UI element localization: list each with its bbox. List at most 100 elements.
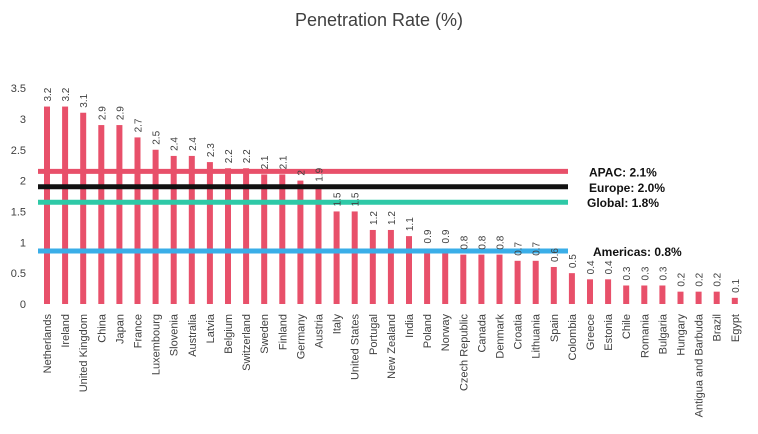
category-label: France xyxy=(133,314,145,348)
data-label: 0.3 xyxy=(658,266,669,280)
data-label: 1.1 xyxy=(405,217,416,231)
data-label: 1.5 xyxy=(351,192,362,206)
y-tick-label: 3.5 xyxy=(11,83,26,95)
bar xyxy=(387,229,394,304)
category-label: Bulgaria xyxy=(657,313,669,354)
data-label: 0.2 xyxy=(695,272,706,286)
category-label: Sweden xyxy=(259,314,271,354)
bar xyxy=(460,254,467,304)
bar xyxy=(134,137,141,304)
bar xyxy=(623,285,630,304)
bar xyxy=(532,260,539,304)
category-label: Luxembourg xyxy=(151,314,163,375)
category-label: China xyxy=(96,313,108,343)
bar xyxy=(550,266,557,304)
bar xyxy=(243,168,250,304)
chart-title: Penetration Rate (%) xyxy=(294,10,464,30)
data-label: 2.1 xyxy=(260,155,271,169)
category-label: Estonia xyxy=(603,313,615,351)
bar xyxy=(424,248,431,304)
category-label: Spain xyxy=(549,314,561,342)
bar xyxy=(605,279,612,304)
reference-line-layer: APAC: 2.1% Europe: 2.0%Global: 1.8% Americ… xyxy=(38,165,682,259)
data-label: 0.1 xyxy=(731,278,742,292)
data-label: 0.2 xyxy=(677,272,688,286)
bar xyxy=(261,174,268,304)
category-label: India xyxy=(404,313,416,338)
category-label: Norway xyxy=(440,314,452,352)
category-label: Romania xyxy=(639,313,651,358)
data-label: 3.1 xyxy=(79,93,90,107)
category-label: Belgium xyxy=(223,314,235,354)
data-label: 2.7 xyxy=(134,118,145,132)
category-label: Australia xyxy=(187,313,199,357)
bar xyxy=(406,236,412,304)
category-label: New Zealand xyxy=(386,314,398,379)
bar xyxy=(659,285,666,304)
data-label: 0.8 xyxy=(496,235,507,249)
data-label: 0.9 xyxy=(441,229,452,243)
reference-line-label: APAC: 2.1% xyxy=(589,165,657,179)
category-label: Hungary xyxy=(676,314,688,356)
bar xyxy=(44,106,50,304)
axis-layer: 0 0.5 1 1.5 2 2.5 3 3.5 xyxy=(11,83,26,311)
bar xyxy=(568,273,575,304)
bar xyxy=(695,291,702,304)
bar xyxy=(496,254,503,304)
data-label: 2.2 xyxy=(242,149,253,163)
data-label: 0.2 xyxy=(713,272,724,286)
category-label: Switzerland xyxy=(241,314,253,371)
category-label: Italy xyxy=(332,314,344,335)
data-label: 2.3 xyxy=(206,143,217,157)
data-label: 1.9 xyxy=(315,167,326,181)
bar xyxy=(731,297,738,304)
bar xyxy=(62,106,69,304)
reference-line-label: Europe: 2.0% xyxy=(589,181,665,195)
bar xyxy=(333,211,340,304)
bar xyxy=(369,229,376,304)
category-label: Brazil xyxy=(712,314,724,342)
bar xyxy=(478,254,485,304)
data-label: 1.2 xyxy=(369,211,380,225)
data-label: 1.2 xyxy=(387,211,398,225)
bar xyxy=(80,112,87,304)
data-label: 0.9 xyxy=(423,229,434,243)
bar xyxy=(587,279,593,304)
data-label: 2.9 xyxy=(115,106,126,120)
data-label: 1.5 xyxy=(333,192,344,206)
category-label: Czech Republic xyxy=(458,314,470,392)
category-label: Ireland xyxy=(60,314,72,348)
category-label: Austria xyxy=(314,313,326,348)
data-label: 0.8 xyxy=(477,235,488,249)
category-label: Lithuania xyxy=(531,313,543,359)
data-label: 2.9 xyxy=(97,106,108,120)
bar xyxy=(641,285,648,304)
bar xyxy=(713,291,720,304)
category-label: Colombia xyxy=(567,313,579,360)
y-tick-label: 3 xyxy=(20,114,26,126)
label-layer: 3.2 Netherlands 3.2 Ireland 3.1 United Kingdo… xyxy=(42,87,742,417)
bar xyxy=(116,125,123,304)
category-label: Chile xyxy=(621,314,633,339)
bar xyxy=(297,180,304,304)
category-label: Egypt xyxy=(730,314,742,342)
category-label: Latvia xyxy=(205,313,217,343)
category-label: Greece xyxy=(585,314,597,350)
bar-layer xyxy=(44,106,738,304)
reference-line-label: Global: 1.8% xyxy=(587,196,659,210)
category-label: United Kingdom xyxy=(78,314,90,392)
data-label: 2.1 xyxy=(278,155,289,169)
reference-line-label: Americas: 0.8% xyxy=(593,245,682,259)
bar xyxy=(98,125,105,304)
data-label: 2 xyxy=(296,170,307,176)
category-label: Netherlands xyxy=(42,314,54,374)
bar xyxy=(315,186,322,304)
data-label: 2.4 xyxy=(170,137,181,151)
data-label: 3.2 xyxy=(61,87,72,101)
y-tick-label: 2 xyxy=(20,176,26,188)
data-label: 2.4 xyxy=(188,137,199,151)
bar xyxy=(188,155,195,304)
bar xyxy=(206,162,213,304)
